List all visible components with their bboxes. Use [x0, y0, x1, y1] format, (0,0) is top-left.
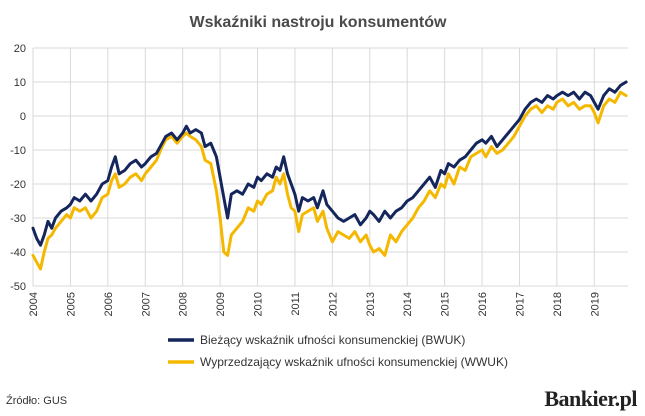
- series-lines: [31, 80, 628, 271]
- x-axis: 2004 2005 2006 2007 2008 2009 2010 2011 2012 2013…: [28, 292, 601, 316]
- source-note: Źródło: GUS: [6, 395, 68, 407]
- grid: [32, 47, 628, 287]
- x-tick-label: 2017: [514, 292, 526, 316]
- x-tick-label: 2010: [253, 292, 265, 316]
- x-tick-label: 2016: [477, 292, 489, 316]
- y-tick-label: -30: [10, 213, 26, 225]
- chart-title: Wskaźniki nastroju konsumentów: [190, 14, 447, 31]
- x-tick-label: 2013: [365, 292, 377, 316]
- legend: Bieżący wskaźnik ufności konsumenckiej (…: [168, 333, 508, 369]
- series-line-1: [31, 90, 628, 271]
- x-tick-label: 2006: [103, 292, 115, 316]
- y-tick-label: -50: [10, 281, 26, 293]
- brand-logo: Bankier.pl: [544, 386, 637, 411]
- x-tick-label: 2011: [290, 292, 302, 316]
- series-line-0: [31, 80, 628, 247]
- legend-label-1: Wyprzedzający wskaźnik ufności konsumenc…: [200, 355, 508, 369]
- x-tick-label: 2008: [178, 292, 190, 316]
- y-tick-label: 0: [20, 111, 26, 123]
- x-tick-label: 2015: [440, 292, 452, 316]
- x-tick-label: 2009: [215, 292, 227, 316]
- y-tick-label: -20: [10, 179, 26, 191]
- y-axis: 20 10 0 -10 -20 -30 -40 -50: [10, 43, 26, 293]
- y-tick-label: -10: [10, 145, 26, 157]
- x-tick-label: 2019: [589, 292, 601, 316]
- y-tick-label: 10: [14, 77, 26, 89]
- y-tick-label: -40: [10, 247, 26, 259]
- legend-label-0: Bieżący wskaźnik ufności konsumenckiej (…: [200, 333, 465, 347]
- y-tick-label: 20: [14, 43, 26, 55]
- x-tick-label: 2018: [552, 292, 564, 316]
- x-tick-label: 2014: [402, 292, 414, 316]
- x-tick-label: 2004: [28, 292, 40, 316]
- x-tick-label: 2012: [327, 292, 339, 316]
- x-tick-label: 2005: [65, 292, 77, 316]
- x-tick-label: 2007: [140, 292, 152, 316]
